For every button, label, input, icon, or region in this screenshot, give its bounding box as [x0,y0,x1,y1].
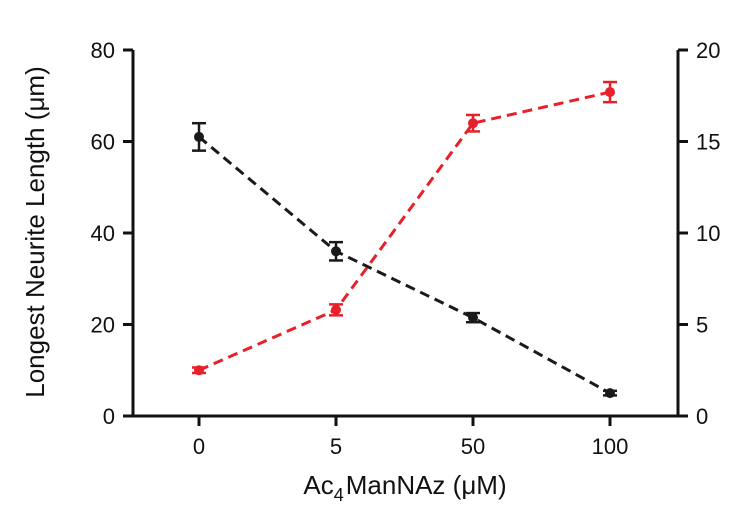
series-1 [192,121,617,399]
y-right-tick-label: 15 [696,130,720,155]
data-point [468,118,478,129]
x-axis-label-suffix: ManNAz (μM) [346,470,507,500]
y-right-tick-label: 10 [696,221,720,246]
x-tick-label: 100 [592,434,629,459]
y-left-tick-label: 60 [91,130,115,155]
x-axis-label-prefix: Ac [303,470,333,500]
y-right-tick-label: 20 [696,38,720,63]
axes: 0 20 40 60 80 0 5 10 15 20 0 5 50 100 [91,38,721,459]
y-right-tick-label: 5 [696,313,708,338]
x-axis-label: Ac4ManNAz (μM) [303,470,506,505]
y-axis-label-left: Longest Neurite Length (μm) [20,66,50,398]
x-tick-label: 5 [330,434,342,459]
series-layer [192,80,617,399]
y-right-tick-label: 0 [696,404,708,429]
series-2 [192,80,617,376]
data-point [468,312,478,323]
series-line [198,135,611,395]
data-point [331,304,341,315]
data-point [605,388,615,399]
data-point [331,246,341,257]
y-left-tick-label: 80 [91,38,115,63]
x-tick-label: 0 [193,434,205,459]
data-point [605,87,615,98]
data-point [194,365,204,376]
y-left-tick-label: 0 [103,404,115,429]
x-axis-label-subscript: 4 [334,485,344,505]
y-left-tick-label: 20 [91,313,115,338]
y-left-tick-label: 40 [91,221,115,246]
x-tick-label: 50 [461,434,485,459]
series-line [198,90,611,372]
data-point [194,131,204,142]
